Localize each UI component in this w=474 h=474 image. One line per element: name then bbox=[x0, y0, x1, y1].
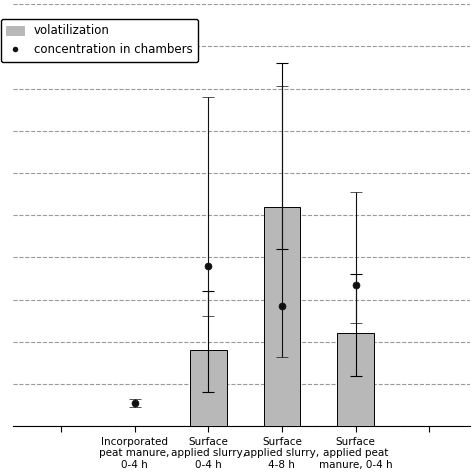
Bar bbox=[264, 207, 301, 426]
Bar bbox=[190, 350, 227, 426]
Legend: volatilization, concentration in chambers: volatilization, concentration in chamber… bbox=[0, 18, 198, 62]
Bar bbox=[337, 333, 374, 426]
